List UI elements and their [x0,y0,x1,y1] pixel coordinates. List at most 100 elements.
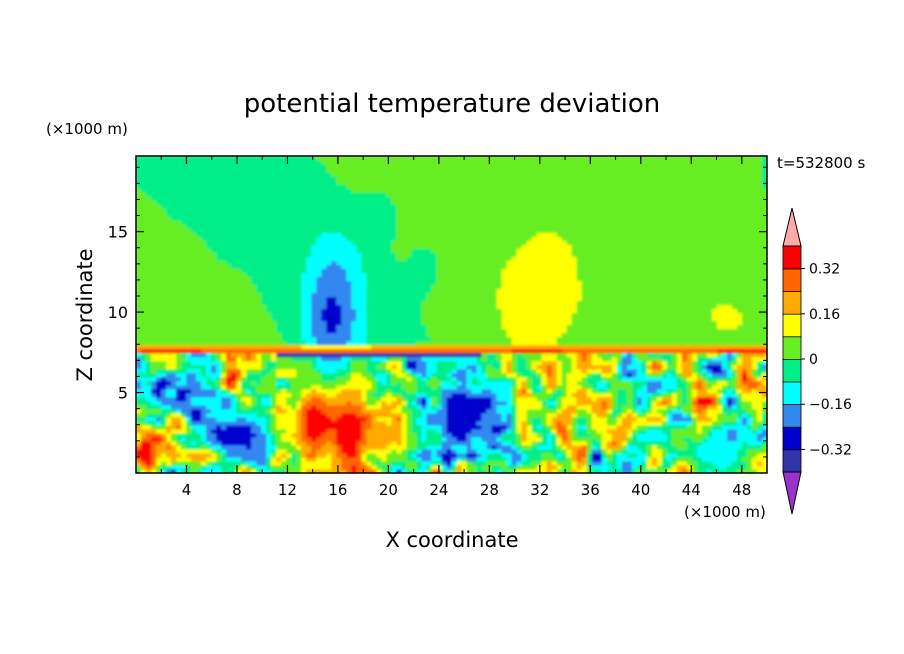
field-cell [386,416,393,422]
field-cell [241,444,247,450]
field-cell [261,412,267,418]
field-cell [516,376,523,382]
field-cell [491,348,498,354]
field-cell [381,380,387,386]
field-cell [671,376,678,382]
field-cell [496,312,503,318]
field-cell [641,360,648,366]
field-cell [731,320,738,326]
field-cell [641,436,648,442]
field-cell [471,368,478,374]
field-cell [671,364,678,370]
field-cell [306,396,312,402]
field-cell [436,320,443,326]
field-cell [451,352,458,358]
field-cell [156,368,162,374]
field-cell [596,368,603,374]
field-cell [636,340,643,346]
field-cell [361,372,367,378]
field-cell [531,328,538,334]
field-cell [401,376,408,382]
field-cell [261,440,267,446]
field-cell [411,340,418,346]
field-cell [251,452,257,458]
field-cell [631,444,638,450]
field-cell [196,452,202,458]
field-cell [186,400,192,406]
field-cell [226,344,232,350]
field-cell [481,320,488,326]
field-cell [491,376,498,382]
field-cell [336,428,342,434]
field-cell [331,332,337,338]
field-cell [431,444,438,450]
field-cell [451,336,458,342]
field-cell [426,428,433,434]
field-cell [471,320,478,326]
field-cell [471,436,478,442]
field-cell [421,420,428,426]
field-cell [611,372,618,378]
field-cell [666,444,673,450]
field-cell [711,452,718,458]
field-cell [571,352,578,358]
field-cell [746,420,753,426]
field-cell [151,380,157,386]
field-cell [281,364,287,370]
field-cell [516,360,523,366]
field-cell [576,416,583,422]
field-cell [356,388,362,394]
field-cell [376,404,382,410]
field-cell [566,400,573,406]
field-cell [526,372,533,378]
field-cell [216,372,222,378]
field-cell [136,368,142,374]
field-cell [261,448,267,454]
field-cell [481,316,488,322]
field-cell [641,340,648,346]
field-cell [271,368,277,374]
field-cell [656,384,663,390]
field-cell [491,424,498,430]
field-cell [356,432,362,438]
field-cell [236,440,242,446]
field-cell [281,468,287,473]
field-cell [526,368,533,374]
field-cell [536,316,543,322]
field-cell [731,344,738,350]
field-cell [501,368,508,374]
field-cell [311,348,317,354]
field-cell [471,408,478,414]
field-cell [291,396,297,402]
field-cell [741,384,748,390]
field-cell [341,452,347,458]
field-cell [226,340,232,346]
field-cell [311,456,317,462]
field-cell [656,412,663,418]
field-cell [471,420,478,426]
field-cell [496,420,503,426]
field-cell [531,368,538,374]
field-cell [586,324,593,330]
field-cell [551,384,558,390]
field-cell [456,428,463,434]
field-cell [696,348,703,354]
field-cell [571,376,578,382]
field-cell [491,400,498,406]
field-cell [196,436,202,442]
field-cell [296,332,302,338]
field-cell [661,400,668,406]
field-cell [466,360,473,366]
field-cell [681,408,688,414]
field-cell [581,368,588,374]
field-cell [336,396,342,402]
field-cell [616,372,623,378]
field-cell [591,316,598,322]
field-cell [286,456,292,462]
field-cell [421,428,428,434]
field-cell [621,416,628,422]
field-cell [541,336,548,342]
field-cell [676,316,683,322]
field-cell [511,416,518,422]
field-cell [666,388,673,394]
